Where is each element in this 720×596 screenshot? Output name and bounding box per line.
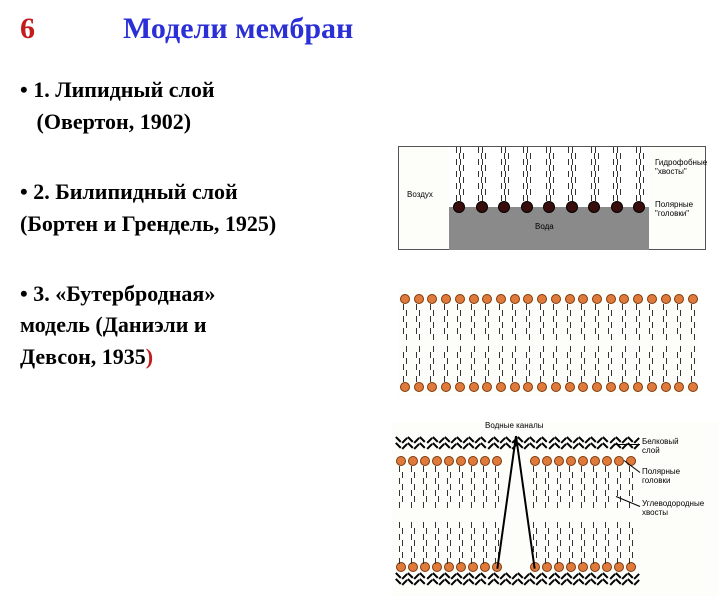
content: • 1. Липидный слой (Овертон, 1902) • 2. … bbox=[20, 74, 700, 373]
bullet-1-sub: (Овертон, 1902) bbox=[20, 106, 390, 138]
slide-title: Модели мембран bbox=[123, 12, 353, 46]
slide: 6 Модели мембран • 1. Липидный слой (Ове… bbox=[0, 0, 720, 540]
slide-number: 6 bbox=[20, 12, 35, 46]
figure-sandwich: Водные каналыБелковый слойПолярные голов… bbox=[392, 422, 718, 596]
header: 6 Модели мембран bbox=[20, 12, 700, 46]
figure-bilayer bbox=[398, 288, 698, 396]
bullet-3-sub: модель (Даниэли и Девсон, 1935 bbox=[20, 312, 207, 369]
bullet-3: • 3. «Бутербродная» модель (Даниэли и Де… bbox=[20, 278, 390, 374]
bullet-2-sub: (Бортен и Грендель, 1925) bbox=[20, 208, 390, 240]
bullet-1: • 1. Липидный слой (Овертон, 1902) bbox=[20, 74, 390, 138]
bullet-3-lead: • 3. «Бутербродная» bbox=[20, 278, 390, 310]
bullet-3-close: ) bbox=[146, 344, 153, 369]
text-column: • 1. Липидный слой (Овертон, 1902) • 2. … bbox=[20, 74, 390, 373]
bullet-1-lead: • 1. Липидный слой bbox=[20, 74, 390, 106]
bullet-2: • 2. Билипидный слой (Бортен и Грендель,… bbox=[20, 176, 390, 240]
bullet-2-lead: • 2. Билипидный слой bbox=[20, 176, 390, 208]
figure-monolayer: ВоздухВодаГидрофобные "хвосты"Полярные "… bbox=[398, 146, 706, 250]
